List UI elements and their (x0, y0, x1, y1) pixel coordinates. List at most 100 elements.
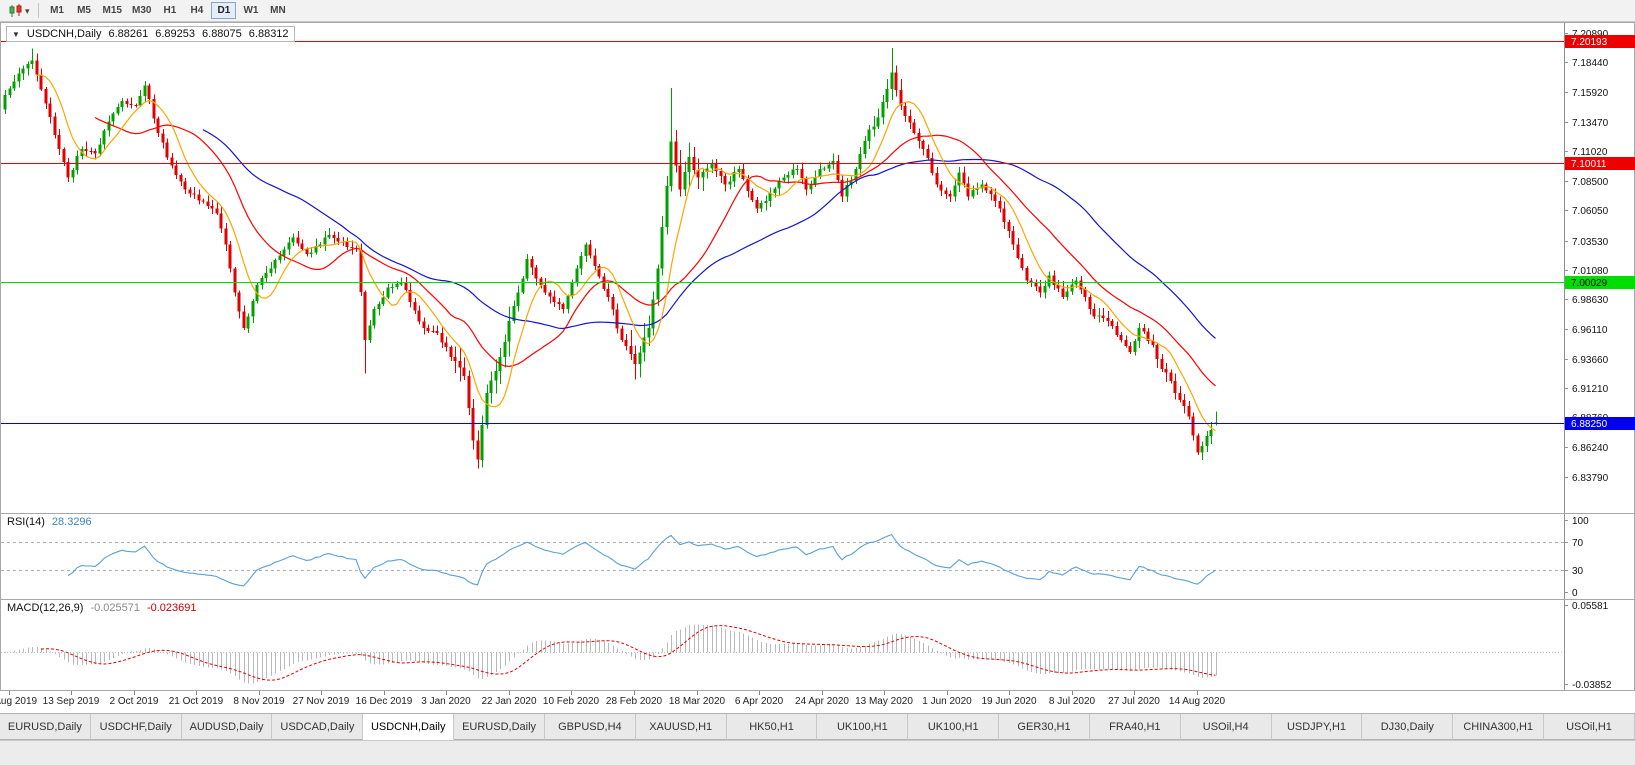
price-axis-label: 7.01080 (1572, 266, 1609, 277)
macd-pane[interactable]: 0.05581 -0.03852 MACD(12,26,9) -0.025571 … (1, 599, 1634, 690)
price-axis-label: 7.20890 (1572, 29, 1609, 40)
rsi-axis-label: 100 (1572, 516, 1589, 527)
chart-type-dropdown-arrow-icon[interactable]: ▾ (25, 5, 30, 16)
chart-tab-hk50-h1[interactable]: HK50,H1 (726, 714, 818, 740)
macd-histogram (5, 624, 1217, 684)
ohlc-high: 6.89253 (155, 28, 196, 40)
timeframe-button-m15[interactable]: M15 (102, 5, 122, 16)
date-axis-label: 2 Oct 2019 (109, 696, 159, 707)
svg-text:7.00029: 7.00029 (1571, 278, 1608, 289)
chart-tab-usoil-h1[interactable]: USOil,H1 (1544, 714, 1635, 740)
price-tag-7.00029 (1565, 276, 1635, 289)
rsi-axis-label: 0 (1572, 588, 1578, 599)
date-tick (196, 691, 197, 695)
rsi-label: RSI(14) 28.3296 (7, 516, 92, 528)
date-axis-label: 10 Feb 2020 (542, 696, 600, 707)
chart-tab-usoil-h4[interactable]: USOil,H4 (1180, 714, 1272, 740)
date-axis-label: 21 Oct 2019 (168, 696, 224, 707)
price-axis-label: 6.86240 (1572, 443, 1609, 454)
price-axis-label: 6.91210 (1572, 384, 1609, 395)
chart-tab-uk100-h1[interactable]: UK100,H1 (908, 714, 1000, 740)
chart-tab-china300-h1[interactable]: CHINA300,H1 (1453, 714, 1545, 740)
ohlc-close: 6.88312 (248, 28, 289, 40)
chart-tab-eurusd-daily[interactable]: EURUSD,Daily (454, 714, 545, 740)
svg-text:7.20193: 7.20193 (1571, 37, 1608, 48)
timeframe-button-d1[interactable]: D1 (211, 2, 237, 19)
price-axis-label: 7.03530 (1572, 237, 1609, 248)
ohlc-low: 6.88075 (202, 28, 242, 40)
date-tick (1072, 691, 1073, 695)
chart-title: ▼ USDCNH,Daily 6.88261 6.89253 6.88075 6… (6, 26, 295, 42)
date-axis-label: 16 Dec 2019 (355, 696, 413, 707)
toolbar: ▾ M1 M5 M15 M30 H1 H4 D1 W1 MN (0, 0, 1635, 22)
candlesticks-layer (3, 47, 1218, 469)
date-tick (384, 691, 385, 695)
date-axis-label: 8 Nov 2019 (233, 696, 285, 707)
timeframe-bar: M1 M5 M15 M30 H1 H4 D1 W1 MN (44, 2, 292, 19)
chart-tab-usdchf-daily[interactable]: USDCHF,Daily (90, 714, 182, 740)
price-axis-label: 7.18440 (1572, 58, 1609, 69)
rsi-line (67, 533, 1216, 587)
timeframe-button-m5[interactable]: M5 (77, 5, 91, 16)
macd-name: MACD(12,26,9) (7, 602, 84, 614)
date-axis-label: 26 Aug 2019 (0, 696, 38, 707)
chart-tab-usdcad-daily[interactable]: USDCAD,Daily (272, 714, 364, 740)
candlestick-chart-icon[interactable] (8, 3, 23, 18)
chart-tab-xauusd-h1[interactable]: XAUUSD,H1 (635, 714, 727, 740)
chart-symbol-label: USDCNH,Daily (26, 28, 102, 40)
macd-axis-label: 0.05581 (1572, 601, 1609, 612)
price-axis-label: 7.08500 (1572, 177, 1609, 188)
price-tag-7.20193 (1565, 35, 1635, 48)
date-tick (884, 691, 885, 695)
date-tick (759, 691, 760, 695)
macd-label: MACD(12,26,9) -0.025571 -0.023691 (7, 602, 197, 614)
chart-tab-dj30-daily[interactable]: DJ30,Daily (1362, 714, 1454, 740)
timeframe-button-m1[interactable]: M1 (50, 5, 64, 16)
ohlc-open: 6.88261 (108, 28, 149, 40)
price-axis-label: 6.96110 (1572, 325, 1608, 336)
chart-tab-gbpusd-h4[interactable]: GBPUSD,H4 (544, 714, 636, 740)
date-axis-label: 27 Nov 2019 (292, 696, 350, 707)
timeframe-button-h1[interactable]: H1 (163, 5, 177, 16)
chart-tab-audusd-daily[interactable]: AUDUSD,Daily (181, 714, 273, 740)
date-axis-label: 28 Feb 2020 (605, 696, 663, 707)
price-axis-label: 7.15920 (1572, 88, 1609, 99)
chart-tab-eurusd-daily[interactable]: EURUSD,Daily (0, 714, 91, 740)
chart-tab-fra40-h1[interactable]: FRA40,H1 (1089, 714, 1181, 740)
date-tick (634, 691, 635, 695)
date-tick (446, 691, 447, 695)
chart-tab-ger30-h1[interactable]: GER30,H1 (999, 714, 1090, 740)
main-chart-pane[interactable]: 7.20890 7.18440 7.15920 7.13470 7.11020 7.085… (1, 23, 1635, 513)
price-axis-label: 7.13470 (1572, 118, 1609, 129)
date-tick (9, 691, 10, 695)
chart-window: 7.20890 7.18440 7.15920 7.13470 7.11020 7.085… (0, 22, 1635, 691)
date-axis-label: 6 Apr 2020 (734, 696, 784, 707)
bottom-strip (0, 740, 1635, 765)
date-tick (259, 691, 260, 695)
date-axis-label: 1 Jun 2020 (922, 696, 972, 707)
macd-value: -0.025571 (90, 602, 140, 614)
macd-canvas: 0.05581 -0.03852 (1, 600, 1612, 690)
date-tick (134, 691, 135, 695)
timeframe-button-mn[interactable]: MN (270, 5, 286, 16)
price-tag-6.88250 (1565, 417, 1635, 430)
price-axis-label: 7.06050 (1572, 206, 1609, 217)
date-axis-label: 14 Aug 2020 (1168, 696, 1226, 707)
rsi-pane[interactable]: 100 70 30 0 RSI(14) 28.3296 (1, 513, 1634, 599)
chart-tab-uk100-h1[interactable]: UK100,H1 (817, 714, 909, 740)
date-tick (1197, 691, 1198, 695)
ma-21-line (94, 116, 1216, 387)
price-axis-label: 7.11020 (1572, 147, 1608, 158)
rsi-value: 28.3296 (51, 516, 92, 528)
chart-tab-usdjpy-h1[interactable]: USDJPY,H1 (1271, 714, 1363, 740)
price-axis-label: 6.93660 (1572, 355, 1609, 366)
timeframe-button-w1[interactable]: W1 (243, 5, 259, 16)
timeframe-button-h4[interactable]: H4 (190, 5, 204, 16)
ma-45-line (202, 129, 1216, 339)
date-axis[interactable]: 26 Aug 2019 13 Sep 2019 2 Oct 2019 21 Oct 2… (0, 691, 1635, 713)
chart-tab-usdcnh-daily[interactable]: USDCNH,Daily (363, 714, 455, 740)
date-axis-label: 13 May 2020 (855, 696, 913, 707)
timeframe-button-m30[interactable]: M30 (131, 5, 152, 16)
collapse-icon[interactable]: ▼ (12, 29, 20, 39)
